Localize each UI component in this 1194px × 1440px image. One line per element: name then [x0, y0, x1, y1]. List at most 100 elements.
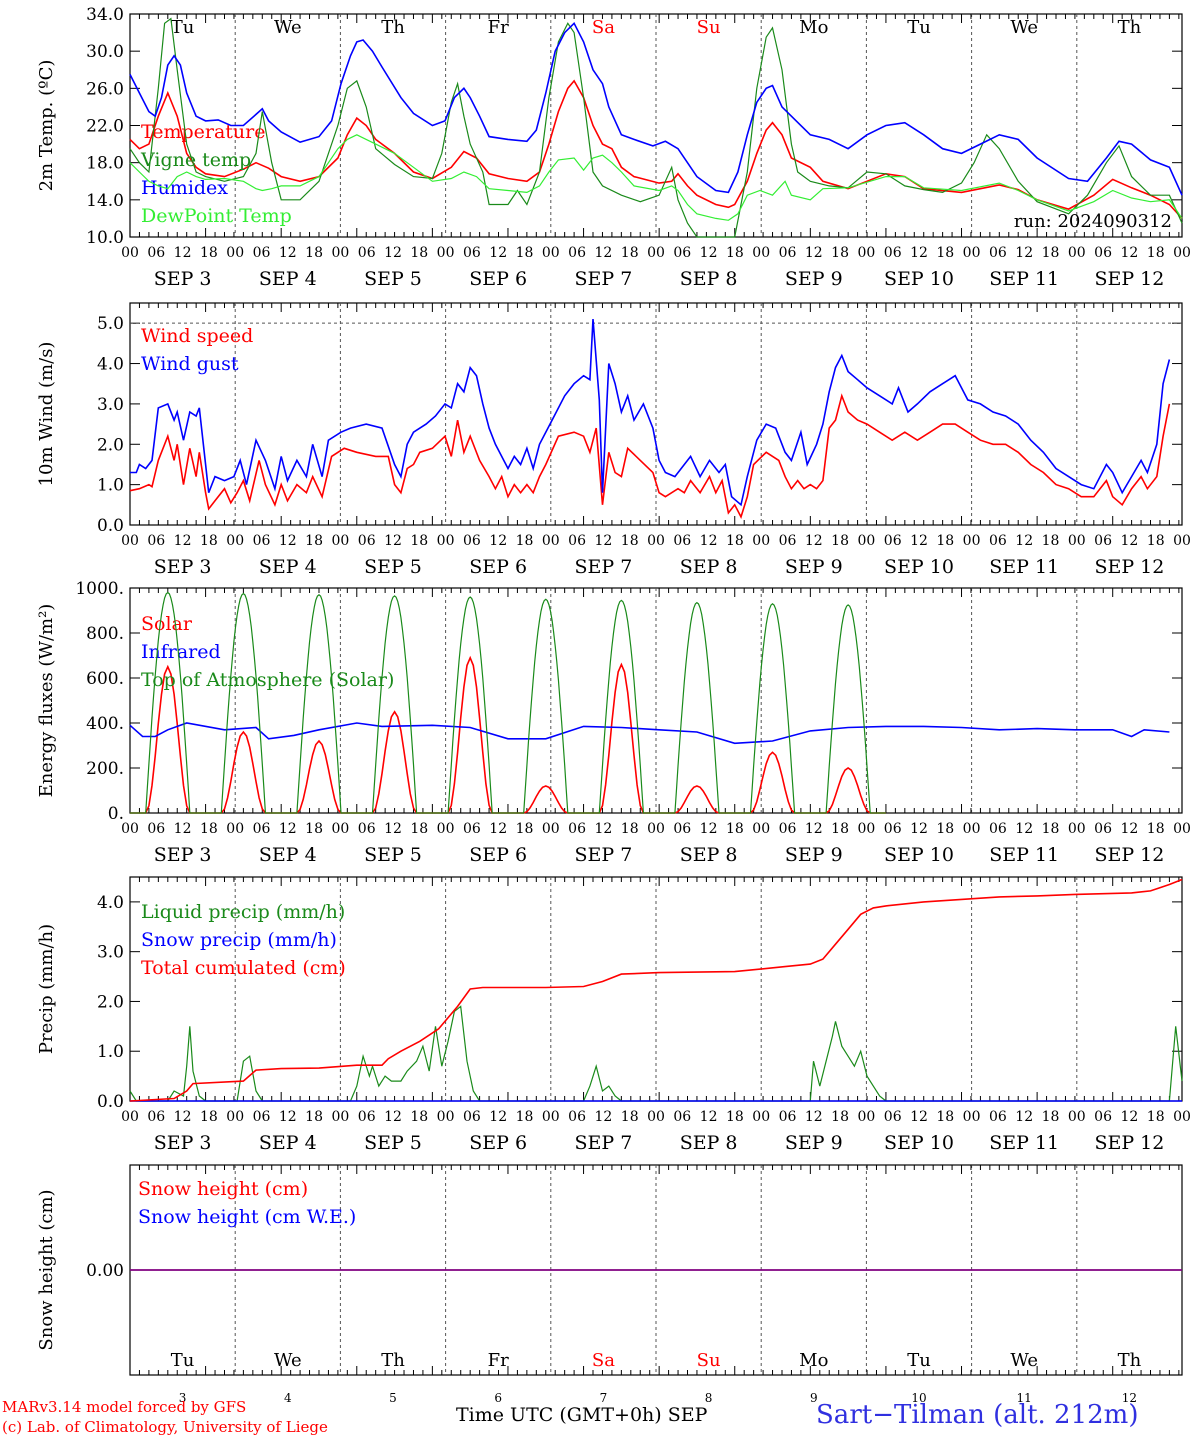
date-label: SEP 10 [884, 1132, 954, 1154]
panel-1: 10.0 14.0 18.0 22.0 26.0 30.0 34.0 2m Temp. (ºC… [36, 5, 1191, 290]
series-line-dewpoint-temp [129, 134, 1183, 221]
hour-label: 00 [437, 533, 455, 549]
hour-label: 12 [1015, 1109, 1033, 1125]
hour-label: 00 [752, 821, 770, 837]
hour-label: 06 [463, 1109, 481, 1125]
hour-label: 06 [253, 533, 271, 549]
hour-label: 00 [331, 533, 349, 549]
lab-credit: (c) Lab. of Climatology, University of L… [2, 1418, 328, 1436]
legend-entry: Infrared [141, 641, 221, 663]
hour-label: 00 [226, 533, 244, 549]
legend-entry: DewPoint Temp [141, 205, 292, 227]
date-label: SEP 4 [259, 268, 317, 290]
hour-label: 18 [516, 533, 534, 549]
panel-4: 0.0 1.0 2.0 3.0 4.0 Precip (mm/h) 00 06 12 18 SEP … [36, 876, 1191, 1154]
hour-label: 18 [726, 533, 744, 549]
hour-label: 12 [594, 533, 612, 549]
legend-entry: Liquid precip (mm/h) [141, 901, 345, 923]
y-tick-label: 0. [108, 804, 124, 824]
hour-label: 12 [910, 533, 928, 549]
y-tick-label: 0.00 [86, 1261, 124, 1281]
hour-label: 12 [1120, 245, 1138, 261]
hour-label: 12 [805, 1109, 823, 1125]
day-number: 9 [810, 1391, 818, 1405]
hour-label: 06 [463, 533, 481, 549]
hour-label: 00 [963, 821, 981, 837]
hour-label: 00 [542, 533, 560, 549]
day-name: We [1010, 17, 1038, 38]
series-line-temperature [129, 79, 1183, 219]
y-tick-label: 2.0 [97, 992, 124, 1012]
legend-entry: Temperature [141, 121, 265, 143]
series-line-infrared [129, 722, 1170, 745]
hour-label: 00 [857, 533, 875, 549]
hour-label: 18 [621, 1109, 639, 1125]
legend-entry: Wind speed [141, 325, 253, 347]
hour-label: 00 [647, 1109, 665, 1125]
model-credit: MARv3.14 model forced by GFS [2, 1398, 247, 1416]
hour-label: 06 [779, 245, 797, 261]
y-tick-label: 4.0 [97, 893, 124, 913]
day-name: Th [1118, 17, 1142, 38]
hour-label: 06 [989, 1109, 1007, 1125]
day-number: 3 [179, 1391, 187, 1405]
hour-label: 18 [200, 1109, 218, 1125]
hour-label: 00 [1173, 245, 1191, 261]
day-number: 8 [705, 1391, 713, 1405]
y-axis-label: 2m Temp. (ºC) [36, 60, 57, 192]
date-label: SEP 6 [469, 556, 527, 578]
date-label: SEP 5 [364, 844, 422, 866]
date-label: SEP 10 [884, 556, 954, 578]
date-label: SEP 7 [574, 844, 632, 866]
legend-entry: Snow precip (mm/h) [141, 929, 337, 951]
hour-label: 06 [568, 245, 586, 261]
hour-label: 06 [358, 245, 376, 261]
hour-label: 18 [410, 821, 428, 837]
day-number: 4 [284, 1391, 292, 1405]
hour-label: 18 [936, 245, 954, 261]
date-label: SEP 3 [154, 844, 212, 866]
hour-label: 18 [305, 533, 323, 549]
y-tick-label: 3.0 [97, 943, 124, 963]
day-name: Tu [171, 1350, 195, 1371]
day-number: 12 [1122, 1391, 1137, 1405]
hour-label: 18 [621, 821, 639, 837]
day-name: We [274, 17, 302, 38]
hour-label: 00 [437, 245, 455, 261]
hour-label: 12 [279, 533, 297, 549]
hour-label: 00 [963, 245, 981, 261]
hour-label: 18 [200, 245, 218, 261]
hour-label: 12 [700, 245, 718, 261]
hour-label: 18 [1147, 245, 1165, 261]
series-line-top-of-atmosphere-solar- [130, 591, 886, 814]
hour-label: 00 [226, 1109, 244, 1125]
date-label: SEP 6 [469, 844, 527, 866]
hour-label: 00 [857, 1109, 875, 1125]
day-number: 6 [494, 1391, 502, 1405]
hour-label: 06 [358, 821, 376, 837]
hour-label: 06 [673, 1109, 691, 1125]
y-tick-label: 22.0 [86, 117, 124, 137]
hour-label: 18 [1147, 821, 1165, 837]
hour-label: 18 [516, 245, 534, 261]
legend-entry: Humidex [141, 177, 228, 199]
series-line-total-cumulated-cm- [129, 878, 1183, 1102]
hour-label: 06 [358, 1109, 376, 1125]
series-line-wind-speed [129, 393, 1171, 519]
date-label: SEP 3 [154, 268, 212, 290]
y-tick-label: 1.0 [97, 476, 124, 496]
hour-label: 00 [331, 1109, 349, 1125]
hour-label: 12 [910, 245, 928, 261]
legend-entry: Wind gust [141, 353, 239, 375]
hour-label: 06 [1094, 821, 1112, 837]
hour-label: 12 [594, 821, 612, 837]
hour-label: 00 [963, 533, 981, 549]
hour-label: 06 [673, 533, 691, 549]
date-label: SEP 10 [884, 844, 954, 866]
date-label: SEP 8 [680, 1132, 738, 1154]
hour-label: 06 [779, 1109, 797, 1125]
day-name: Sa [592, 1350, 615, 1371]
y-tick-label: 1.0 [97, 1042, 124, 1062]
hour-label: 00 [1173, 1109, 1191, 1125]
